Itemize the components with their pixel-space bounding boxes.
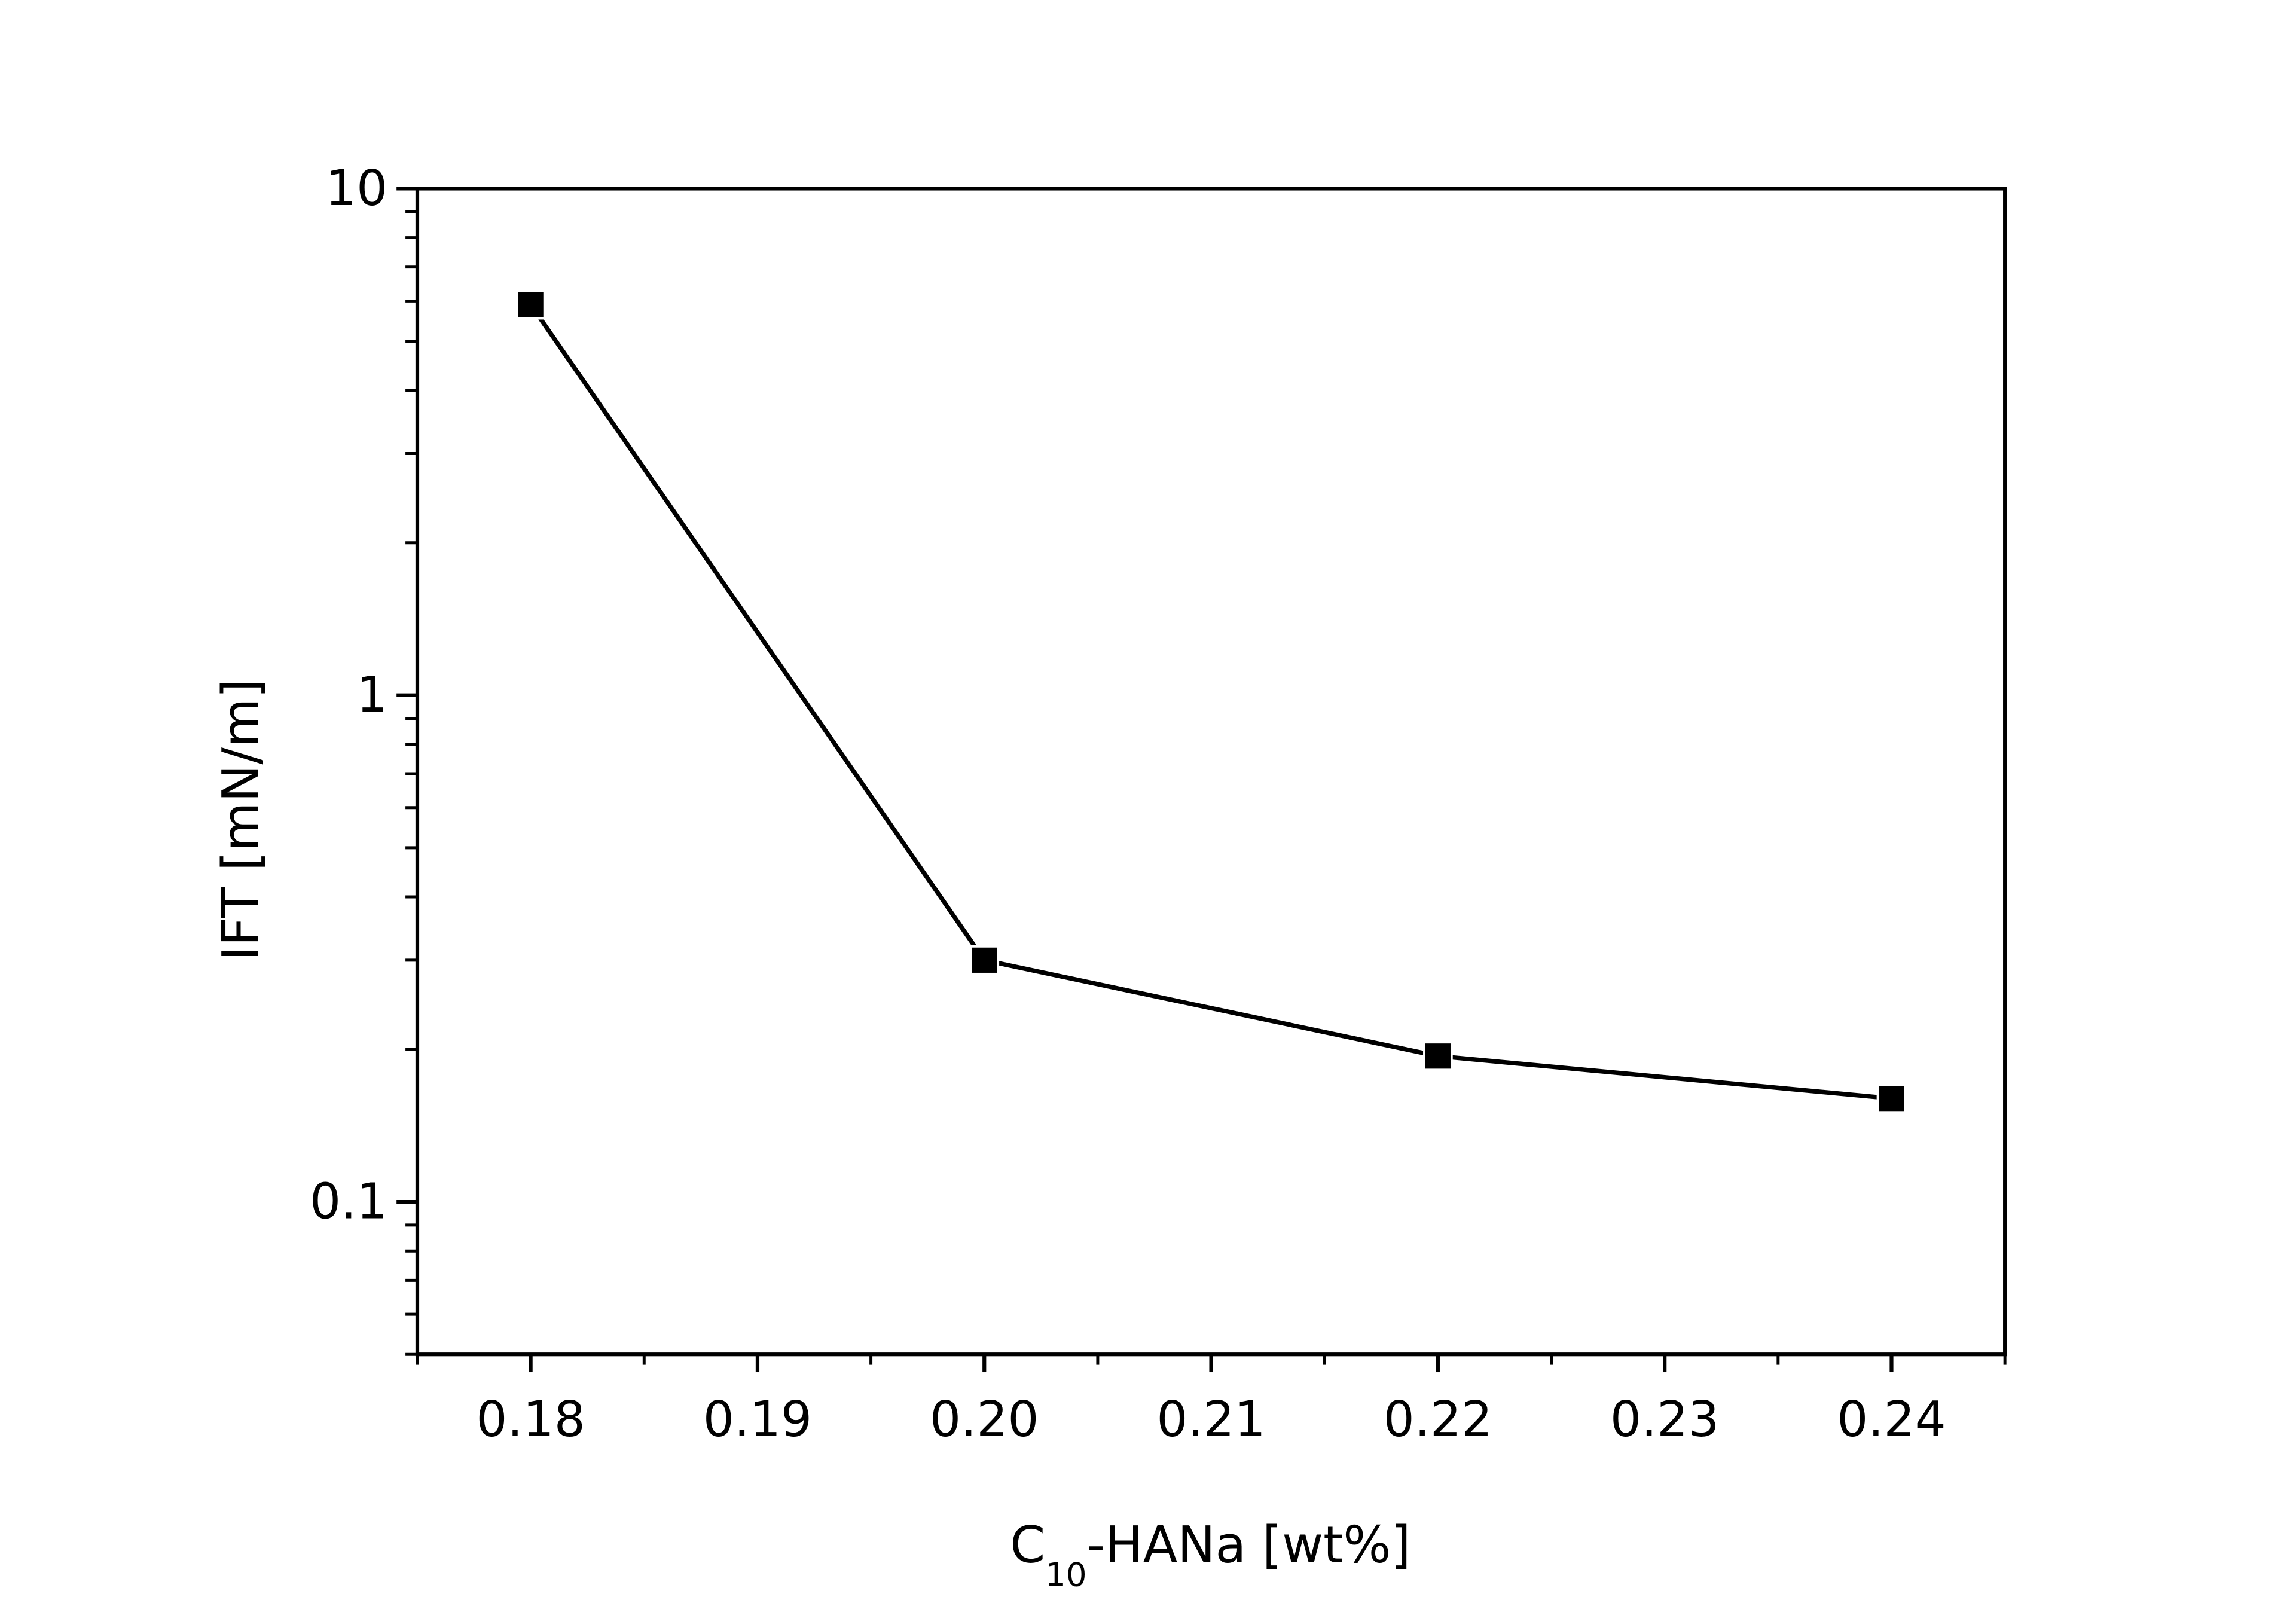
x-label-sub: 10 bbox=[1045, 1556, 1087, 1594]
data-point-core bbox=[1425, 1043, 1451, 1069]
data-point-core bbox=[518, 292, 544, 317]
plot-frame bbox=[415, 187, 2007, 1357]
y-tick-label: 10 bbox=[325, 160, 387, 217]
x-label-rest: -HANa [wt%] bbox=[1087, 1516, 1411, 1574]
x-label-main: C bbox=[1010, 1516, 1045, 1574]
y-axis-label: IFT [mN/m] bbox=[212, 679, 270, 961]
series-line bbox=[529, 303, 1892, 1101]
x-tick-label: 0.23 bbox=[1610, 1391, 1719, 1448]
data-point-core bbox=[1879, 1086, 1904, 1112]
x-tick-label: 0.22 bbox=[1384, 1391, 1492, 1448]
x-tick-label: 0.18 bbox=[476, 1391, 585, 1448]
x-axis-label: C10-HANa [wt%] bbox=[1010, 1516, 1410, 1594]
x-tick-label: 0.21 bbox=[1156, 1391, 1265, 1448]
x-tick-label: 0.20 bbox=[930, 1391, 1039, 1448]
x-tick-label: 0.19 bbox=[703, 1391, 812, 1448]
data-point-core bbox=[972, 947, 997, 973]
x-tick-label: 0.24 bbox=[1837, 1391, 1946, 1448]
y-tick-label: 1 bbox=[356, 667, 387, 723]
y-tick-label: 0.1 bbox=[310, 1173, 387, 1230]
